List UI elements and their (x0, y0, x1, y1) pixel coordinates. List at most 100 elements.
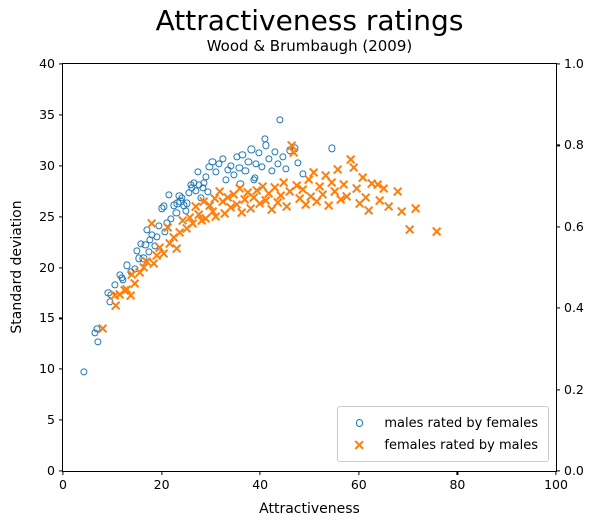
scatter-point-females (327, 178, 336, 187)
scatter-point-females (379, 184, 388, 193)
y-right-tick (556, 307, 560, 309)
scatter-point-females (364, 206, 373, 215)
scatter-point-females (411, 204, 420, 213)
x-axis-tick (259, 471, 261, 475)
y-right-tick (556, 470, 560, 472)
scatter-point-males (238, 150, 247, 159)
scatter-point-females (384, 202, 393, 211)
scatter-point-males (274, 160, 282, 168)
y-left-tick (59, 63, 63, 65)
scatter-point-females (361, 193, 370, 202)
scatter-point-females (147, 219, 156, 228)
x-axis-label: Attractiveness (259, 501, 360, 517)
scatter-point-females (237, 208, 246, 217)
scatter-point-males (200, 179, 208, 187)
circle-marker-icon (344, 419, 374, 427)
scatter-point-females (126, 291, 135, 300)
x-axis-tick (358, 471, 360, 475)
legend: males rated by females females rated by m… (337, 406, 549, 462)
scatter-point-males (241, 167, 249, 175)
y-axis-label: Standard deviation (9, 200, 25, 334)
scatter-point-females (279, 178, 288, 187)
legend-item: males rated by females (344, 412, 538, 434)
scatter-point-females (188, 219, 197, 228)
scatter-point-females (309, 168, 318, 177)
scatter-point-males (119, 276, 127, 284)
x-axis-tick (456, 471, 458, 475)
scatter-point-males (192, 187, 200, 195)
x-axis-tick-label: 0 (59, 477, 67, 492)
scatter-point-males (279, 152, 287, 161)
y-left-tick-label: 25 (39, 208, 55, 224)
scatter-point-males (159, 202, 168, 211)
scatter-point-females (282, 202, 291, 211)
scatter-point-females (397, 207, 406, 216)
y-left-tick-label: 5 (47, 412, 55, 428)
y-left-tick-label: 35 (39, 106, 55, 122)
scatter-point-females (333, 165, 342, 174)
scatter-point-males (282, 165, 290, 173)
y-left-tick-label: 15 (39, 310, 55, 326)
scatter-point-females (149, 259, 158, 268)
x-axis-tick (555, 471, 557, 475)
chart-subtitle: Wood & Brumbaugh (2009) (206, 37, 413, 55)
scatter-point-males (141, 241, 149, 249)
x-axis-tick-label: 60 (350, 477, 367, 492)
x-axis-tick-label: 80 (449, 477, 466, 492)
y-left-tick (59, 317, 63, 319)
scatter-point-males (268, 167, 276, 175)
scatter-point-males (328, 144, 336, 153)
y-left-tick (59, 266, 63, 269)
scatter-point-males (294, 159, 302, 167)
x-marker-icon (355, 441, 364, 450)
circle-marker-icon (355, 419, 363, 427)
chart-title: Attractiveness ratings (155, 4, 464, 37)
scatter-point-females (289, 148, 298, 157)
scatter-point-females (159, 249, 168, 258)
x-marker-icon (344, 441, 374, 450)
scatter-point-males (172, 208, 180, 217)
scatter-point-males (111, 281, 119, 289)
scatter-point-males (165, 191, 173, 199)
scatter-point-females (432, 227, 441, 236)
y-left-tick-label: 30 (39, 157, 55, 173)
y-right-tick (556, 226, 560, 228)
scatter-point-females (172, 244, 181, 253)
x-axis-tick-label: 100 (544, 477, 568, 492)
scatter-point-males (265, 155, 273, 163)
y-right-tick-label: 0.0 (564, 463, 584, 478)
scatter-point-males (219, 155, 227, 163)
scatter-point-males (271, 147, 279, 156)
scatter-point-females (352, 184, 361, 193)
scatter-point-females (276, 191, 285, 200)
y-right-tick-label: 0.6 (564, 218, 584, 234)
scatter-point-females (130, 279, 139, 288)
scatter-point-females (111, 301, 120, 310)
scatter-point-males (80, 368, 88, 376)
scatter-point-males (212, 168, 220, 176)
scatter-point-males (258, 163, 266, 171)
scatter-point-females (339, 180, 348, 189)
x-axis-tick-label: 40 (252, 477, 269, 492)
scatter-point-males (247, 145, 255, 154)
scatter-point-females (358, 173, 367, 182)
y-right-tick (556, 144, 560, 146)
scatter-point-males (222, 176, 230, 184)
x-axis-tick (62, 471, 64, 475)
scatter-point-males (94, 338, 102, 346)
scatter-point-males (208, 158, 216, 166)
y-left-tick (59, 114, 63, 116)
scatter-point-males (255, 148, 263, 157)
scatter-point-females (349, 163, 358, 172)
scatter-point-females (393, 187, 402, 196)
scatter-point-females (301, 200, 310, 209)
scatter-point-males (123, 261, 131, 270)
scatter-point-females (163, 223, 172, 232)
scatter-point-females (98, 324, 107, 333)
scatter-point-females (246, 204, 255, 213)
scatter-point-males (229, 171, 238, 179)
y-right-tick (556, 63, 560, 65)
legend-label: females rated by males (384, 437, 538, 453)
y-right-tick (556, 389, 560, 391)
